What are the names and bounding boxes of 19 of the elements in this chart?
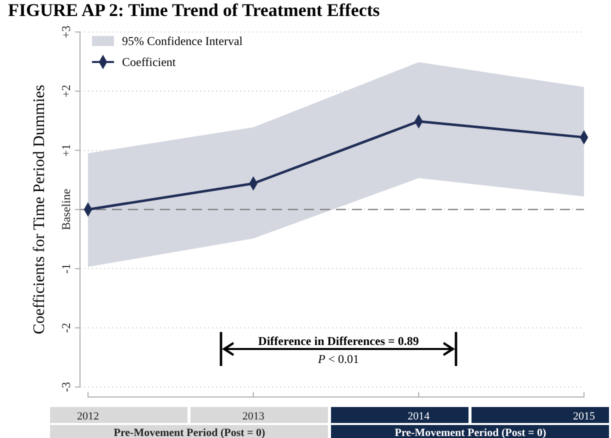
y-tick-label: +1 <box>58 144 73 157</box>
annotation: P < 0.01 <box>316 352 360 366</box>
legend-label: Coefficient <box>122 55 176 69</box>
x-tick-label: 2014 <box>408 410 430 422</box>
y-tick-label: +3 <box>58 26 73 38</box>
x-tick-label: 2015 <box>573 410 596 422</box>
y-tick-label: -2 <box>58 322 73 333</box>
y-tick-label: -3 <box>58 382 73 392</box>
annotation: 95% Confidence Interval <box>122 34 244 48</box>
y-tick-label: -1 <box>58 264 73 274</box>
annotation: Difference in Differences = 0.89 <box>258 334 419 348</box>
text: Pre-Movement Period (Post = 0) <box>114 427 266 438</box>
text: Pre-Movement Period (Post = 0) <box>394 427 547 438</box>
chart-title: FIGURE AP 2: Time Trend of Treatment Effects <box>8 0 380 20</box>
x-tick-label: 2013 <box>242 410 265 422</box>
y-axis-title: Coefficients for Time Period Dummies <box>31 84 48 334</box>
y-tick-label: Baseline <box>58 188 73 230</box>
y-tick-label: +2 <box>58 84 73 98</box>
x-tick-label: 2012 <box>77 410 99 422</box>
